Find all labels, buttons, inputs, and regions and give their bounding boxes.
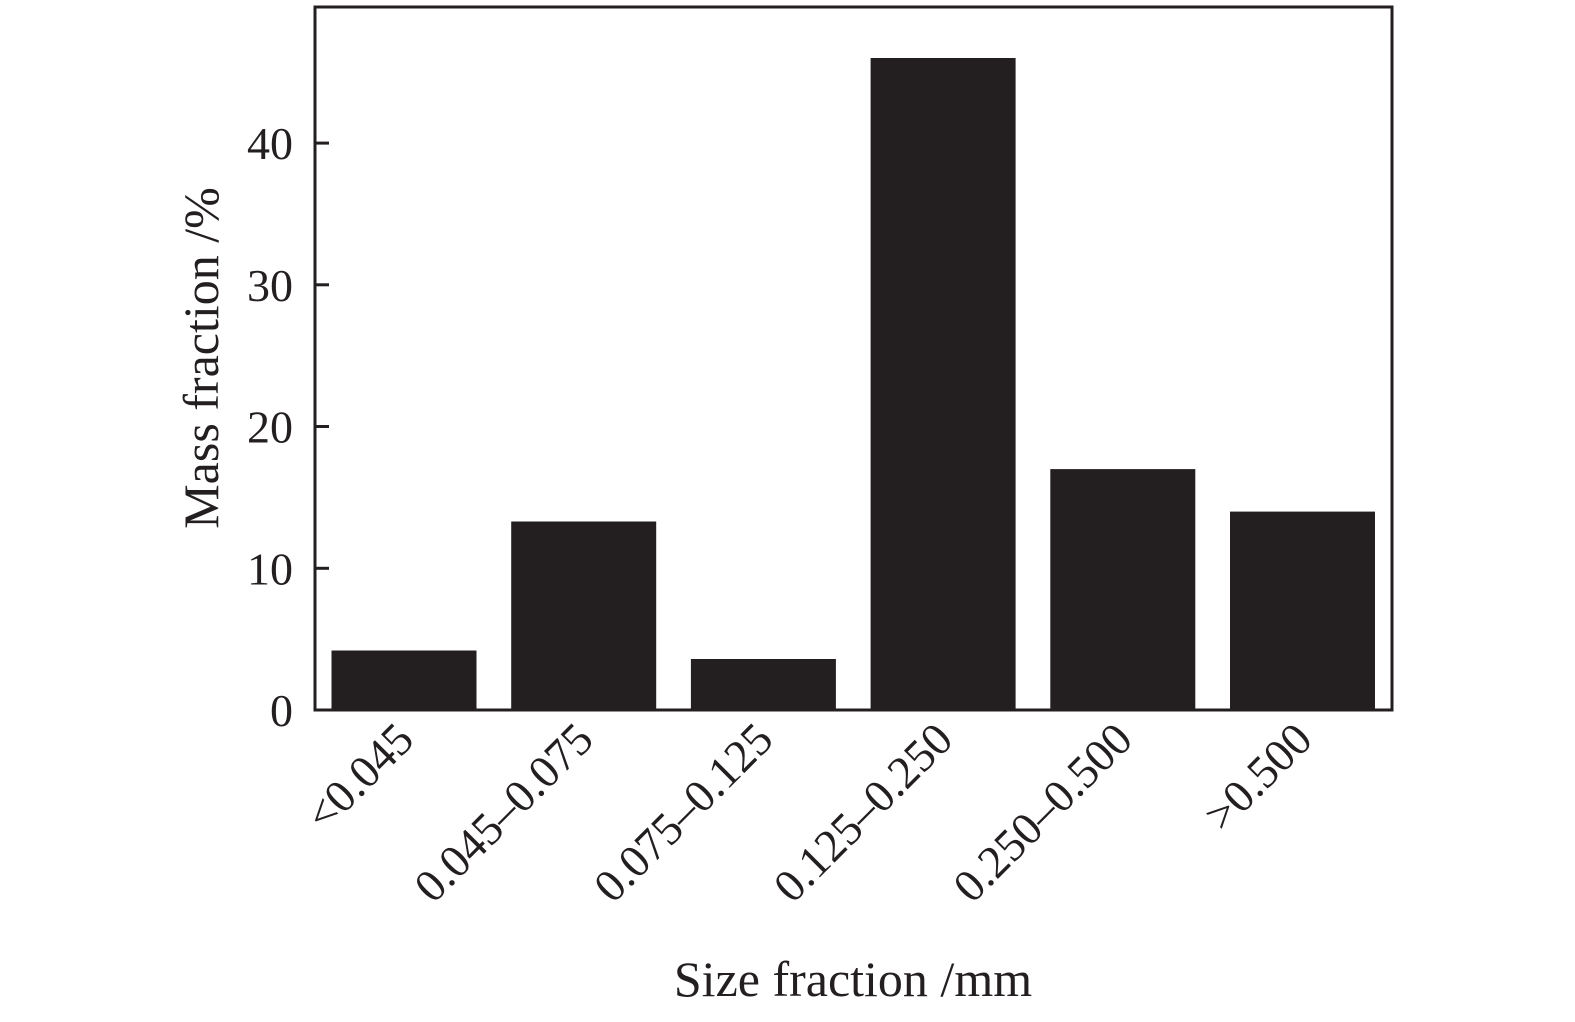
x-category-label-3: 0.125–0.250 bbox=[763, 713, 962, 912]
x-axis-category-labels: <0.0450.045–0.0750.075–0.1250.125–0.2500… bbox=[295, 713, 1321, 912]
bar-4 bbox=[1050, 469, 1196, 710]
y-tick-label-2: 20 bbox=[247, 402, 293, 453]
bar-3 bbox=[870, 58, 1016, 710]
x-category-label-0: <0.045 bbox=[295, 713, 423, 841]
x-category-label-1: 0.045–0.075 bbox=[404, 713, 603, 912]
y-tick-label-4: 40 bbox=[247, 118, 293, 169]
bars-group bbox=[331, 58, 1375, 710]
plot-frame bbox=[313, 5, 1394, 712]
x-axis-title: Size fraction /mm bbox=[674, 951, 1032, 1007]
bar-2 bbox=[690, 659, 836, 710]
bar-0 bbox=[331, 650, 477, 710]
y-axis-ticks: 0 10 20 30 40 bbox=[247, 118, 329, 736]
bar-5 bbox=[1230, 511, 1375, 710]
y-tick-label-0: 0 bbox=[270, 685, 293, 736]
bar-1 bbox=[511, 521, 657, 710]
x-category-label-5: >0.500 bbox=[1194, 713, 1322, 841]
y-tick-label-1: 10 bbox=[247, 543, 293, 594]
x-category-label-2: 0.075–0.125 bbox=[584, 713, 783, 912]
y-axis-title: Mass fraction /% bbox=[173, 187, 229, 529]
x-category-label-4: 0.250–0.500 bbox=[943, 713, 1142, 912]
y-tick-label-3: 30 bbox=[247, 260, 293, 311]
